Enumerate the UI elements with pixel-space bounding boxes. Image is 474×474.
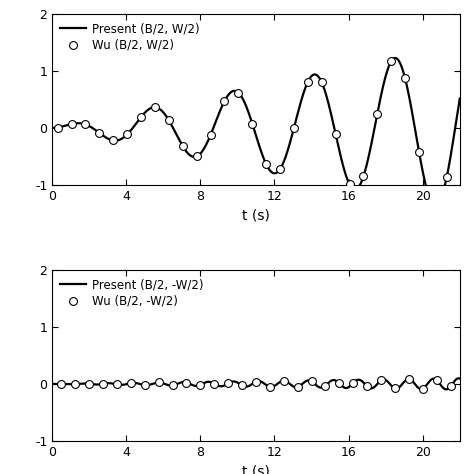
- Present (B/2, W/2): [120, 135, 126, 141]
- Present (B/2, W/2): [405, 88, 411, 94]
- Wu (B/2, W/2): [123, 131, 131, 138]
- Wu (B/2, W/2): [360, 173, 367, 180]
- Present (B/2, W/2): [49, 125, 55, 131]
- Wu (B/2, -W/2): [210, 380, 218, 387]
- Wu (B/2, -W/2): [252, 378, 260, 385]
- Legend: Present (B/2, W/2), Wu (B/2, W/2): Present (B/2, W/2), Wu (B/2, W/2): [58, 20, 202, 54]
- Present (B/2, -W/2): [457, 376, 463, 382]
- Wu (B/2, W/2): [374, 110, 381, 118]
- Wu (B/2, -W/2): [72, 380, 79, 388]
- Present (B/2, W/2): [223, 95, 229, 101]
- Wu (B/2, -W/2): [141, 382, 148, 389]
- Present (B/2, W/2): [392, 55, 398, 61]
- Wu (B/2, W/2): [276, 165, 284, 173]
- Wu (B/2, -W/2): [99, 380, 107, 388]
- Wu (B/2, -W/2): [294, 383, 301, 391]
- Wu (B/2, W/2): [151, 103, 159, 111]
- Present (B/2, W/2): [433, 203, 438, 209]
- Wu (B/2, -W/2): [377, 376, 385, 384]
- Wu (B/2, W/2): [68, 120, 75, 128]
- Wu (B/2, -W/2): [58, 380, 65, 388]
- Wu (B/2, W/2): [207, 131, 214, 139]
- Present (B/2, -W/2): [120, 382, 126, 388]
- Wu (B/2, -W/2): [308, 378, 315, 385]
- Wu (B/2, W/2): [137, 113, 145, 121]
- Present (B/2, W/2): [206, 137, 211, 143]
- Wu (B/2, W/2): [109, 137, 117, 144]
- Wu (B/2, W/2): [387, 57, 395, 65]
- X-axis label: t (s): t (s): [242, 208, 270, 222]
- X-axis label: t (s): t (s): [242, 464, 270, 474]
- Wu (B/2, -W/2): [364, 383, 371, 390]
- Wu (B/2, -W/2): [336, 380, 343, 387]
- Line: Present (B/2, -W/2): Present (B/2, -W/2): [52, 378, 460, 389]
- Wu (B/2, W/2): [318, 79, 326, 86]
- Wu (B/2, W/2): [429, 201, 437, 209]
- Wu (B/2, -W/2): [266, 383, 273, 391]
- Wu (B/2, W/2): [179, 143, 187, 150]
- Present (B/2, -W/2): [456, 375, 462, 381]
- Wu (B/2, -W/2): [224, 380, 232, 387]
- Wu (B/2, W/2): [304, 78, 311, 86]
- Present (B/2, -W/2): [405, 376, 410, 382]
- Wu (B/2, -W/2): [85, 380, 93, 388]
- Wu (B/2, W/2): [401, 74, 409, 82]
- Wu (B/2, -W/2): [405, 375, 412, 383]
- Wu (B/2, W/2): [165, 117, 173, 124]
- Wu (B/2, W/2): [193, 153, 201, 160]
- Present (B/2, -W/2): [96, 382, 101, 387]
- Wu (B/2, -W/2): [349, 379, 357, 387]
- Wu (B/2, W/2): [221, 97, 228, 105]
- Wu (B/2, -W/2): [113, 381, 121, 388]
- Wu (B/2, -W/2): [280, 377, 288, 384]
- Wu (B/2, W/2): [415, 148, 423, 155]
- Wu (B/2, -W/2): [155, 379, 163, 386]
- Wu (B/2, -W/2): [447, 383, 454, 390]
- Wu (B/2, -W/2): [182, 379, 190, 386]
- Wu (B/2, W/2): [346, 181, 353, 188]
- Wu (B/2, W/2): [248, 120, 256, 128]
- Present (B/2, W/2): [457, 96, 463, 101]
- Present (B/2, -W/2): [49, 381, 55, 387]
- Wu (B/2, W/2): [82, 121, 89, 128]
- Wu (B/2, W/2): [332, 130, 339, 138]
- Wu (B/2, W/2): [290, 124, 298, 132]
- Wu (B/2, -W/2): [197, 381, 204, 389]
- Present (B/2, W/2): [449, 145, 455, 150]
- Present (B/2, W/2): [96, 129, 101, 135]
- Present (B/2, -W/2): [449, 382, 455, 387]
- Line: Present (B/2, W/2): Present (B/2, W/2): [52, 58, 460, 206]
- Wu (B/2, -W/2): [419, 385, 427, 392]
- Wu (B/2, -W/2): [169, 382, 176, 389]
- Wu (B/2, -W/2): [238, 382, 246, 389]
- Wu (B/2, W/2): [54, 124, 62, 131]
- Present (B/2, -W/2): [206, 379, 211, 384]
- Present (B/2, -W/2): [223, 382, 229, 387]
- Wu (B/2, W/2): [263, 160, 270, 168]
- Legend: Present (B/2, -W/2), Wu (B/2, -W/2): Present (B/2, -W/2), Wu (B/2, -W/2): [58, 276, 206, 310]
- Wu (B/2, W/2): [235, 89, 242, 96]
- Wu (B/2, W/2): [96, 129, 103, 137]
- Present (B/2, -W/2): [443, 386, 449, 392]
- Wu (B/2, -W/2): [127, 379, 135, 387]
- Wu (B/2, -W/2): [433, 376, 440, 384]
- Wu (B/2, W/2): [443, 173, 451, 181]
- Wu (B/2, -W/2): [391, 385, 399, 392]
- Wu (B/2, -W/2): [322, 382, 329, 390]
